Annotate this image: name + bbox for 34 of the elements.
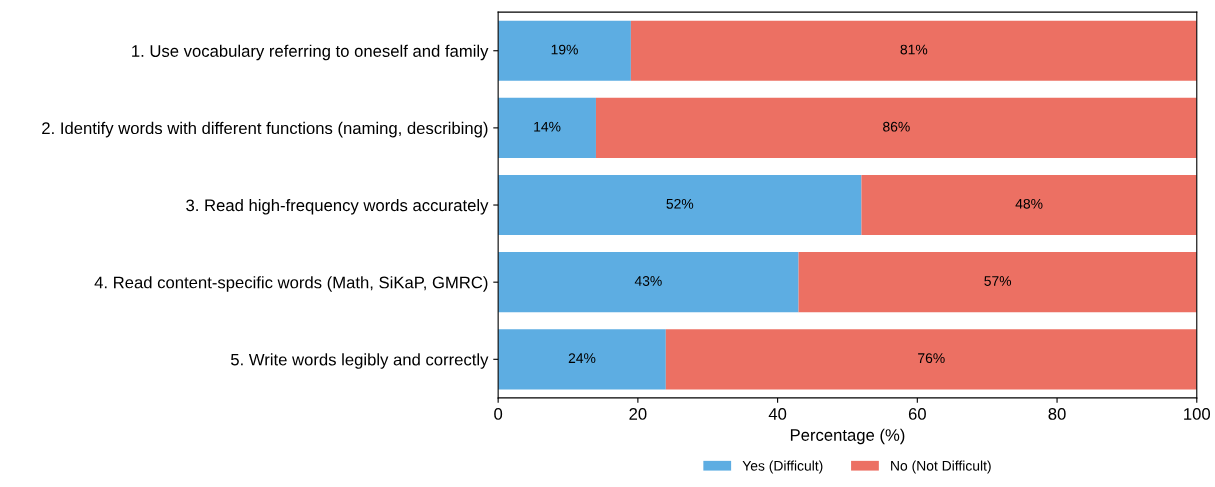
data-label: 14% — [534, 121, 561, 132]
x-tick-label: 60 — [908, 408, 926, 420]
bar — [861, 174, 1197, 236]
bar — [595, 97, 1197, 158]
bar — [498, 20, 631, 81]
y-tick-label: 3. Read high-frequency words accurately — [186, 198, 489, 215]
legend-label: No (Not Difficult) — [891, 460, 991, 474]
data-label: 43% — [634, 276, 662, 286]
data-label: 57% — [984, 276, 1012, 286]
data-label: 76% — [918, 353, 945, 364]
y-tick-label: 5. Write words legibly and correctly — [230, 353, 489, 369]
x-tick-label: 0 — [494, 408, 503, 420]
x-tick-label: 20 — [629, 408, 647, 420]
data-label: 86% — [883, 121, 910, 132]
y-tick-label: 4. Read content-specific words (Math, SiKaP, GMRC) — [94, 276, 488, 292]
bar — [498, 174, 862, 236]
bar — [498, 329, 666, 390]
bar — [630, 20, 1197, 81]
data-label: 24% — [568, 353, 596, 363]
y-tick-label: 2. Identify words with different functions (naming, describing) — [42, 121, 488, 138]
legend-label: Yes (Difficult) — [742, 460, 823, 474]
bar — [498, 97, 596, 158]
bar — [798, 252, 1197, 313]
y-tick-label: 1. Use vocabulary referring to oneself and family — [132, 44, 489, 61]
x-axis-title: Percentage (%) — [790, 428, 905, 445]
bar — [665, 329, 1197, 390]
data-label: 48% — [1015, 198, 1043, 209]
data-label: 52% — [666, 198, 694, 209]
x-tick-label: 100 — [1184, 408, 1211, 420]
bar — [498, 252, 799, 313]
data-label: 19% — [551, 44, 578, 55]
data-label: 81% — [900, 44, 928, 55]
x-tick-label: 80 — [1048, 408, 1066, 420]
x-tick-label: 40 — [768, 408, 787, 420]
